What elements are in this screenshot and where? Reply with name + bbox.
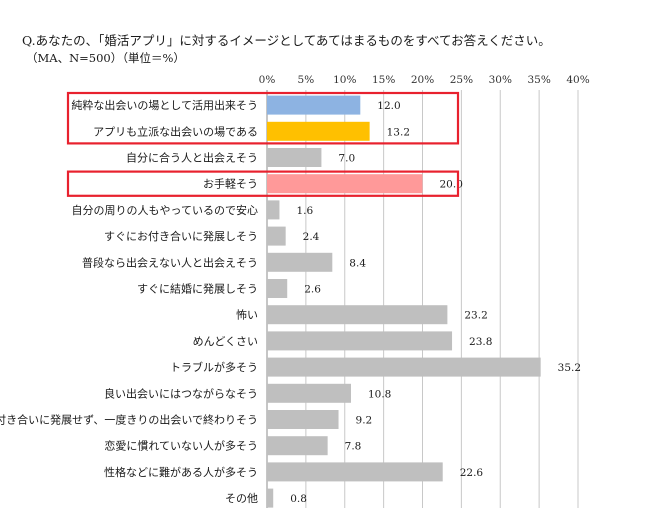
bar <box>267 121 370 141</box>
data-label: 13.2 <box>387 126 410 138</box>
bar <box>267 488 274 508</box>
bar <box>267 200 280 220</box>
bar <box>267 383 351 403</box>
data-label: 12.0 <box>377 100 400 112</box>
x-tick-label: 40% <box>566 74 589 86</box>
bar <box>267 331 453 351</box>
data-label: 8.4 <box>349 257 366 269</box>
category-label: アプリも立派な出会いの場である <box>93 124 258 138</box>
x-tick-label: 5% <box>298 74 315 86</box>
category-label: 付き合いに発展せず、一度きりの出会いで終わりそう <box>0 413 258 427</box>
category-label: 純粋な出会いの場として活用出来そう <box>71 98 258 112</box>
data-label: 1.6 <box>296 205 313 217</box>
x-tick-label: 0% <box>259 74 276 86</box>
question-text: Q.あなたの、「婚活アプリ」に対するイメージとしてあてはまるものをすべてお答えく… <box>22 33 551 48</box>
data-label: 23.2 <box>464 310 487 322</box>
x-tick-label: 10% <box>333 74 356 86</box>
x-tick-label: 35% <box>527 74 550 86</box>
x-tick-label: 15% <box>372 74 395 86</box>
bar <box>267 305 448 325</box>
bar <box>267 174 423 194</box>
category-label: お手軽そう <box>203 177 258 191</box>
category-label: 自分の周りの人もやっているので安心 <box>72 203 258 217</box>
category-label: トラブルが多そう <box>170 360 258 374</box>
category-label: 怖い <box>236 308 258 322</box>
data-label: 22.6 <box>460 467 484 479</box>
highlight-box <box>66 91 460 145</box>
data-label: 2.4 <box>303 231 320 243</box>
bar <box>267 357 541 377</box>
bar <box>267 436 328 456</box>
data-label: 2.6 <box>304 284 321 296</box>
category-label: 性格などに難がある人が多そう <box>104 465 258 479</box>
bar <box>267 226 286 246</box>
x-tick-label: 25% <box>450 74 473 86</box>
data-label: 7.8 <box>345 441 362 453</box>
category-label: めんどくさい <box>193 335 258 348</box>
data-label: 0.8 <box>290 493 307 505</box>
category-label: 恋愛に慣れていない人が多そう <box>104 439 258 453</box>
data-label: 9.2 <box>356 415 373 427</box>
category-label: その他 <box>225 492 258 505</box>
bar <box>267 148 322 167</box>
data-label: 35.2 <box>558 362 581 374</box>
data-label: 7.0 <box>338 153 355 165</box>
x-tick-label: 30% <box>489 74 512 86</box>
bar <box>267 279 288 298</box>
bar <box>267 95 361 115</box>
bar <box>267 410 339 429</box>
bar <box>267 252 333 272</box>
category-label: 普段なら出会えない人と出会えそう <box>82 255 258 269</box>
sample-note: （MA、N=500）（単位＝%） <box>26 51 185 65</box>
x-tick-label: 20% <box>411 74 434 86</box>
category-label: すぐにお付き合いに発展しそう <box>104 229 258 243</box>
category-label: すぐに結婚に発展しそう <box>137 282 258 296</box>
category-label: 自分に合う人と出会えそう <box>126 151 258 165</box>
bar <box>267 462 443 482</box>
data-label: 10.8 <box>368 388 391 400</box>
data-label: 23.8 <box>469 336 492 348</box>
data-label: 20.0 <box>440 179 463 191</box>
highlight-box <box>66 170 460 197</box>
category-label: 良い出会いにはつながらなそう <box>104 386 258 400</box>
